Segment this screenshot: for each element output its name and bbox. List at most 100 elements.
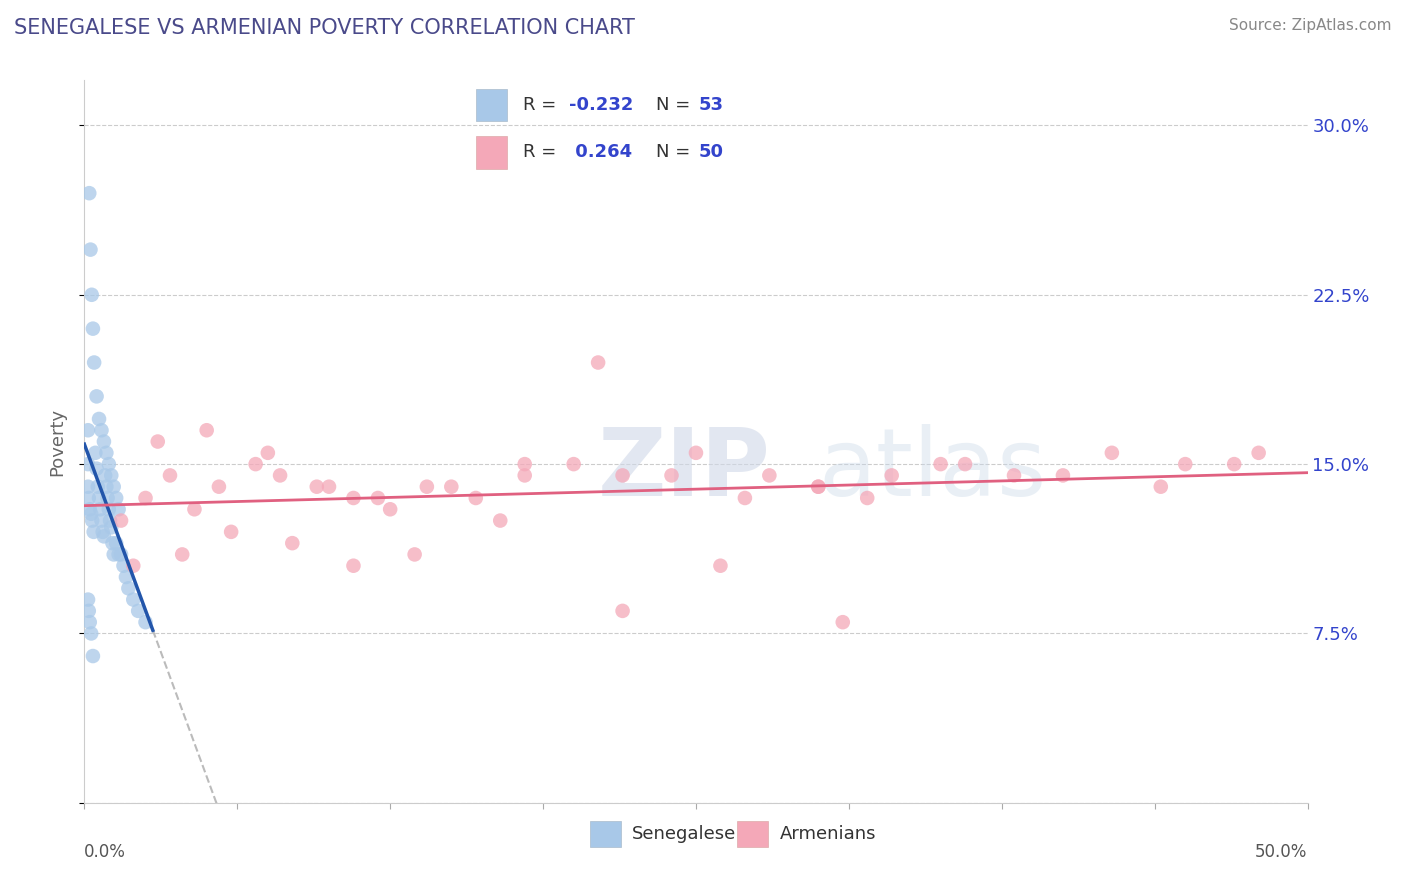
Point <box>734 491 756 505</box>
Point <box>93 529 115 543</box>
Point <box>77 491 100 505</box>
Text: 0.264: 0.264 <box>569 143 633 161</box>
Point <box>183 502 205 516</box>
Point <box>87 491 110 505</box>
Point <box>98 514 121 528</box>
Point <box>82 648 104 663</box>
Point <box>117 582 139 596</box>
Point <box>91 524 114 539</box>
Point <box>219 524 242 539</box>
Point <box>83 355 105 369</box>
Point <box>80 626 103 640</box>
Point <box>93 434 115 449</box>
Point <box>342 491 364 505</box>
Point <box>103 548 125 562</box>
Point <box>612 468 634 483</box>
Point <box>1052 468 1074 483</box>
Bar <box>477 136 508 169</box>
Point <box>856 491 879 505</box>
Point <box>96 480 118 494</box>
Point <box>807 480 830 494</box>
Point <box>1223 457 1246 471</box>
Point <box>100 468 122 483</box>
Point <box>1002 468 1025 483</box>
Point <box>342 558 364 573</box>
Point <box>105 536 128 550</box>
Point <box>269 468 291 483</box>
Point <box>82 321 104 335</box>
Point <box>77 457 100 471</box>
Point <box>101 536 124 550</box>
Bar <box>477 89 508 121</box>
Point <box>416 480 439 494</box>
Point <box>489 514 512 528</box>
Point <box>87 412 110 426</box>
Point <box>107 502 129 516</box>
Point <box>612 604 634 618</box>
Point <box>440 480 463 494</box>
Point <box>90 514 112 528</box>
Point <box>146 434 169 449</box>
Point <box>79 502 101 516</box>
Point <box>89 502 111 516</box>
Point <box>83 524 105 539</box>
Point <box>953 457 976 471</box>
Point <box>80 507 103 521</box>
Point <box>380 502 402 516</box>
Point <box>82 514 104 528</box>
Point <box>77 592 100 607</box>
Point <box>97 491 120 505</box>
Text: R =: R = <box>523 96 562 114</box>
Text: -0.232: -0.232 <box>569 96 634 114</box>
Point <box>807 480 830 494</box>
Text: Source: ZipAtlas.com: Source: ZipAtlas.com <box>1229 18 1392 33</box>
Point <box>80 287 103 301</box>
Point <box>122 592 145 607</box>
Text: R =: R = <box>523 143 562 161</box>
Text: ZIP: ZIP <box>598 425 770 516</box>
Point <box>86 461 108 475</box>
Text: atlas: atlas <box>818 425 1046 516</box>
Point <box>86 389 108 403</box>
Text: SENEGALESE VS ARMENIAN POVERTY CORRELATION CHART: SENEGALESE VS ARMENIAN POVERTY CORRELATI… <box>14 18 636 37</box>
Point <box>464 491 486 505</box>
Text: N =: N = <box>655 96 696 114</box>
Point <box>562 457 585 471</box>
Point <box>880 468 903 483</box>
Point <box>77 480 100 494</box>
Text: 50: 50 <box>699 143 724 161</box>
Point <box>404 548 426 562</box>
Point <box>127 604 149 618</box>
Point <box>1101 446 1123 460</box>
Point <box>77 186 100 201</box>
Text: 0.0%: 0.0% <box>84 843 127 861</box>
Point <box>90 423 112 437</box>
Point <box>709 558 731 573</box>
Point <box>94 468 117 483</box>
Point <box>1247 446 1270 460</box>
Point <box>110 514 132 528</box>
Point <box>97 502 120 516</box>
Point <box>586 355 609 369</box>
Text: 50.0%: 50.0% <box>1256 843 1308 861</box>
Point <box>831 615 853 630</box>
Point <box>100 520 122 534</box>
Text: N =: N = <box>655 143 696 161</box>
Point <box>208 480 231 494</box>
Point <box>77 604 100 618</box>
Point <box>112 558 135 573</box>
Point <box>107 548 129 562</box>
Y-axis label: Poverty: Poverty <box>48 408 66 475</box>
Point <box>79 243 101 257</box>
Point <box>79 615 101 630</box>
Point <box>245 457 267 471</box>
Point <box>195 423 218 437</box>
Point <box>110 548 132 562</box>
Point <box>367 491 389 505</box>
Point <box>305 480 328 494</box>
Point <box>513 457 536 471</box>
Point <box>929 457 952 471</box>
Point <box>661 468 683 483</box>
Text: Armenians: Armenians <box>780 825 876 843</box>
Text: Senegalese: Senegalese <box>633 825 737 843</box>
